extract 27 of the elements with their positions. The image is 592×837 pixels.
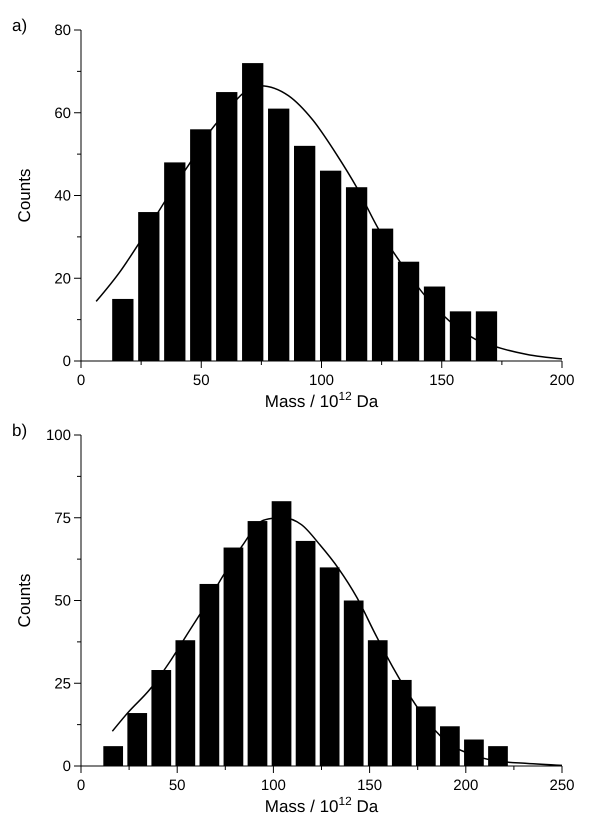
y-tick-label: 100 — [46, 427, 71, 444]
x-tick-label: 0 — [76, 372, 86, 389]
x-tick-label: 250 — [549, 777, 575, 794]
x-tick-label: 150 — [357, 777, 382, 794]
x-tick-label: 200 — [453, 777, 478, 794]
y-tick-label: 80 — [54, 22, 71, 39]
y-tick-label: 60 — [54, 104, 71, 122]
y-tick-label: 75 — [54, 510, 71, 527]
x-axis-title: Mass / 10$^{12}$ Da — [264, 794, 379, 816]
x-tick-label: 100 — [308, 372, 334, 389]
x-tick-label: 100 — [260, 777, 286, 794]
y-tick-label: 40 — [54, 188, 71, 204]
y-axis-title: Counts — [15, 168, 34, 222]
y-tick-label: 20 — [54, 270, 71, 288]
x-tick-label: 50 — [168, 777, 186, 794]
y-tick-label: 0 — [62, 758, 71, 775]
x-axis-title: Mass / 10$^{12}$ Da — [264, 389, 379, 411]
x-tick-label: 0 — [76, 777, 86, 794]
x-tick-label: 200 — [549, 372, 575, 389]
y-tick-label: 25 — [54, 675, 71, 692]
x-tick-label: 50 — [192, 372, 210, 389]
y-axis-title: Counts — [15, 574, 34, 628]
y-tick-label: 50 — [54, 592, 71, 610]
y-tick-label: 0 — [62, 353, 71, 370]
chart-title: b) — [12, 421, 28, 441]
chart-title: a) — [12, 16, 28, 36]
x-tick-label: 150 — [429, 372, 454, 389]
